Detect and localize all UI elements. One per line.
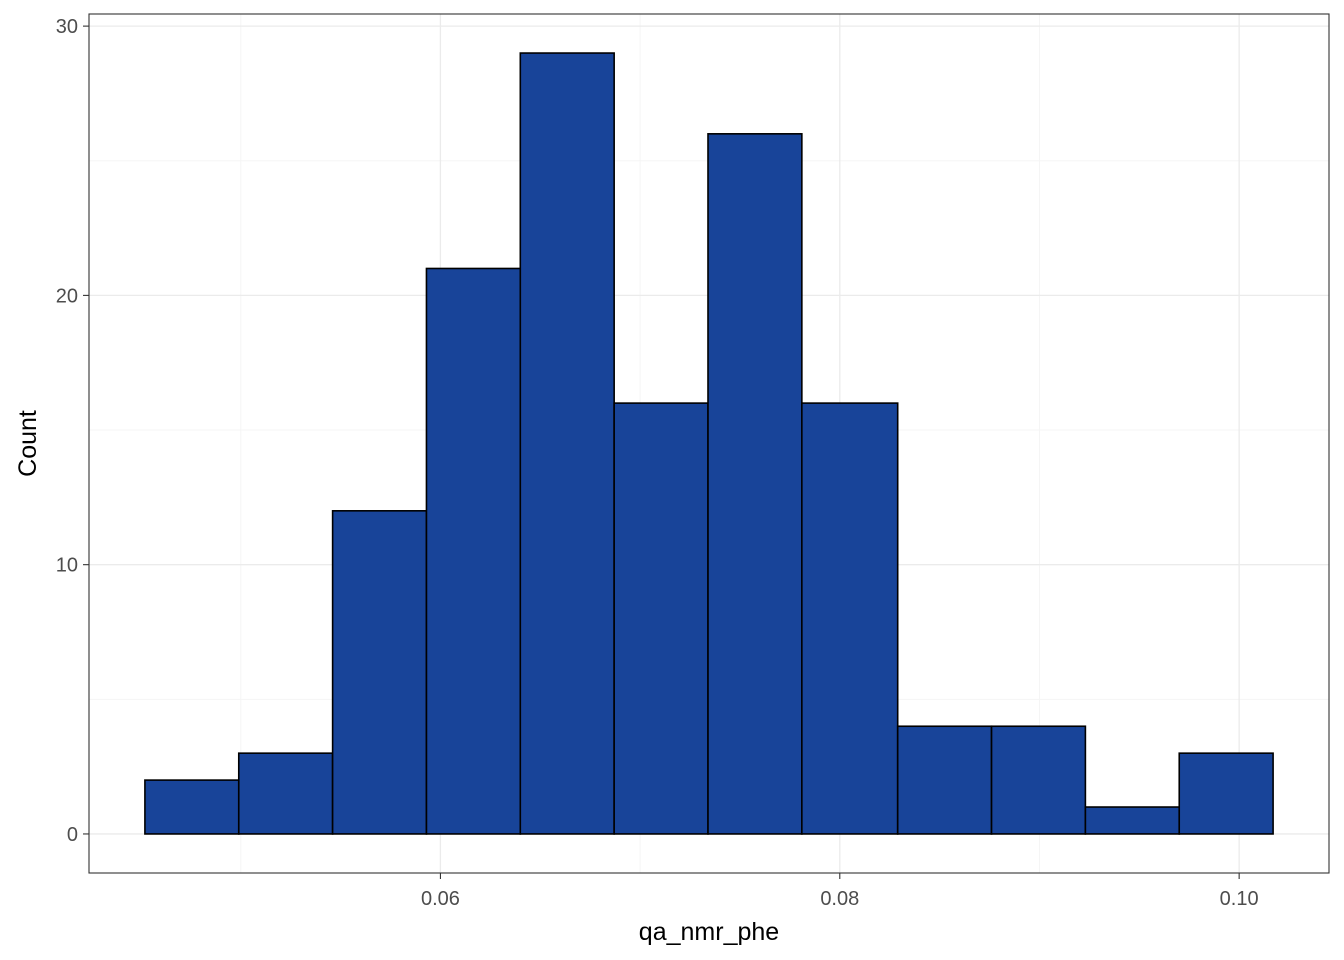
histogram-bars [144, 52, 1274, 835]
axis-ticks: 0.06 0.08 0.10 0 10 20 30 [56, 16, 1259, 910]
histogram-bar-5 [519, 52, 615, 835]
y-axis-title: Count [14, 410, 42, 477]
histogram-bar-8 [801, 402, 899, 835]
y-tick-label: 20 [56, 285, 78, 307]
x-axis-title: qa_nmr_phe [639, 918, 779, 946]
histogram-bar-4 [425, 267, 522, 835]
y-tick-label: 0 [67, 824, 78, 846]
histogram-bar-9 [896, 725, 993, 835]
panel-border [88, 13, 1330, 874]
histogram-bar-3 [331, 510, 428, 835]
histogram-bar-2 [237, 752, 334, 835]
x-tick-label: 0.08 [820, 888, 859, 910]
histogram-bar-11 [1084, 806, 1181, 835]
y-tick-label: 10 [56, 555, 78, 577]
histogram-bar-12 [1178, 752, 1274, 835]
x-tick-label: 0.10 [1220, 888, 1259, 910]
y-tick-label: 30 [56, 16, 78, 38]
histogram-bar-1 [144, 779, 240, 835]
histogram-bar-10 [990, 725, 1087, 835]
histogram-bar-6 [613, 402, 709, 835]
x-tick-label: 0.06 [421, 888, 460, 910]
histogram-bar-7 [707, 133, 803, 835]
